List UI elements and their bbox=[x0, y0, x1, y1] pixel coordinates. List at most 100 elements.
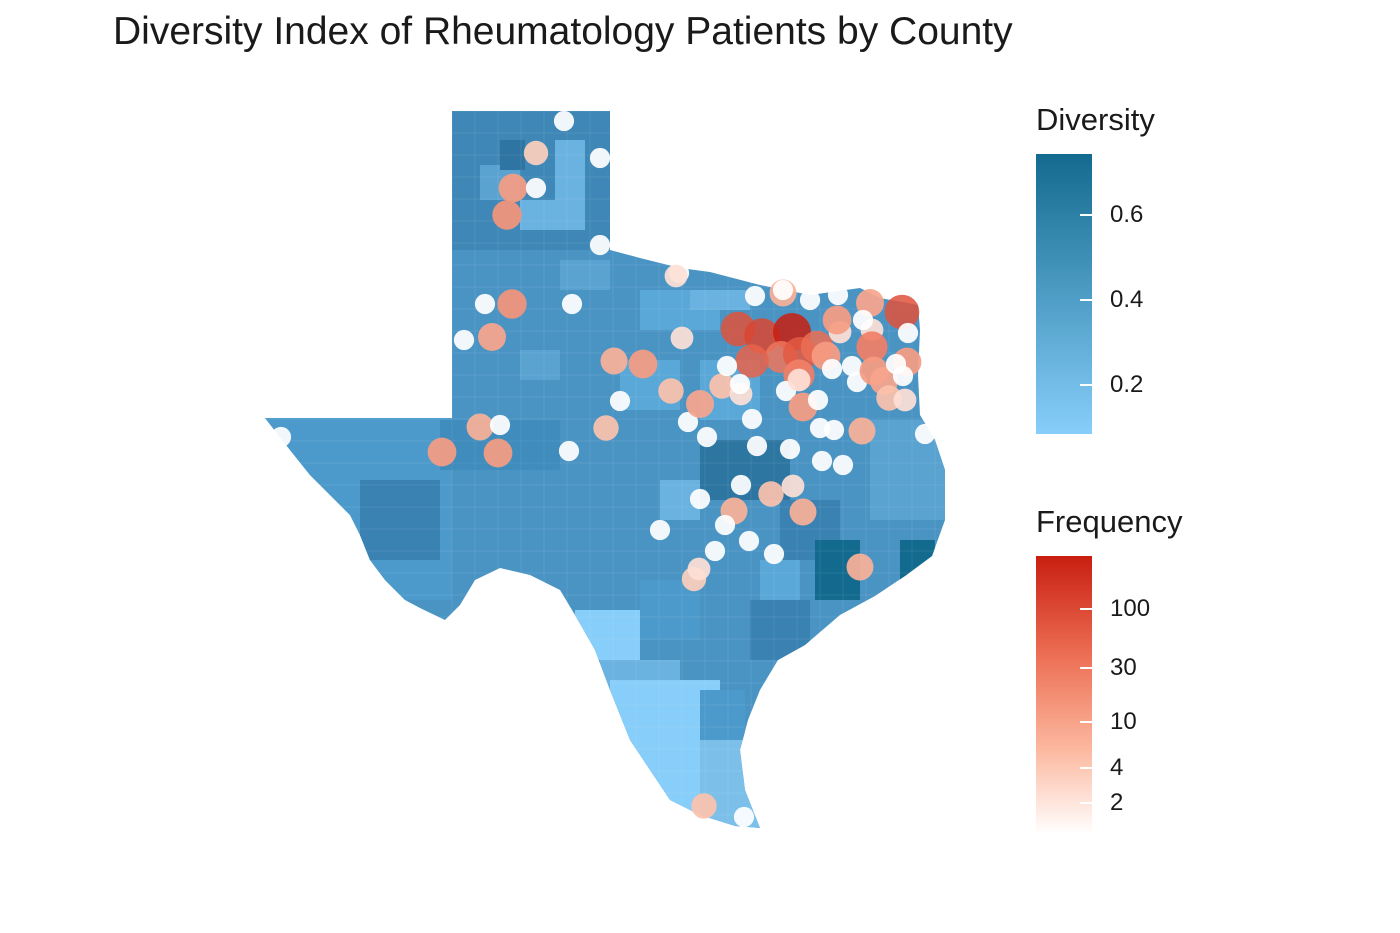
county-region bbox=[555, 140, 585, 200]
frequency-point bbox=[453, 329, 475, 351]
frequency-point bbox=[827, 284, 849, 306]
frequency-point bbox=[658, 378, 684, 404]
frequency-tick-mark bbox=[1080, 721, 1092, 723]
frequency-point bbox=[478, 323, 506, 351]
frequency-tick-label: 4 bbox=[1110, 754, 1124, 781]
frequency-tick-mark bbox=[1080, 667, 1092, 669]
frequency-point bbox=[799, 289, 821, 311]
frequency-point bbox=[709, 373, 735, 399]
frequency-point bbox=[483, 438, 513, 468]
frequency-point bbox=[832, 454, 854, 476]
frequency-point bbox=[846, 553, 874, 581]
frequency-point bbox=[609, 390, 631, 412]
county-region bbox=[700, 690, 745, 740]
frequency-point bbox=[884, 294, 920, 330]
frequency-point bbox=[914, 423, 936, 445]
frequency-point bbox=[779, 438, 801, 460]
frequency-point bbox=[600, 347, 628, 375]
county-region bbox=[560, 260, 610, 290]
frequency-tick-mark bbox=[1080, 767, 1092, 769]
frequency-point bbox=[553, 110, 575, 132]
chart-title: Diversity Index of Rheumatology Patients… bbox=[113, 10, 1013, 53]
frequency-point bbox=[823, 419, 845, 441]
frequency-point bbox=[897, 322, 919, 344]
diversity-legend-title: Diversity bbox=[1036, 102, 1155, 137]
frequency-point bbox=[704, 540, 726, 562]
frequency-point bbox=[821, 358, 843, 380]
frequency-tick-mark bbox=[1080, 608, 1092, 610]
frequency-point bbox=[696, 426, 718, 448]
frequency-point bbox=[670, 326, 694, 350]
county-region bbox=[870, 420, 945, 520]
frequency-point bbox=[733, 806, 755, 828]
frequency-point bbox=[689, 488, 711, 510]
frequency-point bbox=[741, 408, 763, 430]
frequency-point bbox=[492, 200, 522, 230]
diversity-tick-label: 0.4 bbox=[1110, 286, 1144, 313]
frequency-point bbox=[474, 293, 496, 315]
diversity-tick-label: 0.6 bbox=[1110, 201, 1144, 228]
county-region bbox=[520, 200, 585, 230]
frequency-point bbox=[787, 368, 811, 392]
frequency-point bbox=[561, 293, 583, 315]
frequency-point bbox=[664, 264, 688, 288]
frequency-point bbox=[687, 557, 711, 581]
frequency-point bbox=[772, 279, 794, 301]
frequency-colorbar bbox=[1036, 556, 1092, 834]
frequency-point bbox=[735, 344, 769, 378]
frequency-point bbox=[466, 413, 494, 441]
frequency-point bbox=[807, 389, 829, 411]
frequency-point bbox=[885, 353, 907, 375]
frequency-point bbox=[781, 474, 805, 498]
frequency-point bbox=[738, 530, 760, 552]
frequency-point bbox=[729, 373, 751, 395]
diversity-colorbar bbox=[1036, 154, 1092, 434]
county-region bbox=[640, 580, 700, 640]
frequency-tick-label: 10 bbox=[1110, 708, 1137, 735]
county-region bbox=[360, 480, 440, 560]
county-region bbox=[750, 600, 810, 660]
diversity-tick-mark bbox=[1080, 384, 1092, 386]
county-region bbox=[690, 290, 750, 310]
frequency-point bbox=[852, 309, 874, 331]
frequency-point bbox=[856, 331, 888, 363]
frequency-point bbox=[746, 435, 768, 457]
frequency-point bbox=[628, 349, 658, 379]
frequency-point bbox=[558, 440, 580, 462]
frequency-point bbox=[589, 147, 611, 169]
frequency-tick-label: 30 bbox=[1110, 654, 1137, 681]
frequency-tick-label: 100 bbox=[1110, 595, 1151, 622]
frequency-point bbox=[270, 426, 292, 448]
frequency-point bbox=[893, 388, 917, 412]
frequency-point bbox=[848, 417, 876, 445]
frequency-point bbox=[691, 793, 717, 819]
county-region bbox=[500, 140, 525, 170]
county-region bbox=[520, 350, 560, 380]
frequency-tick-mark bbox=[1080, 802, 1092, 804]
frequency-point bbox=[525, 177, 547, 199]
frequency-point bbox=[589, 234, 611, 256]
frequency-point bbox=[677, 411, 699, 433]
frequency-legend-title: Frequency bbox=[1036, 504, 1183, 539]
frequency-point bbox=[811, 450, 833, 472]
frequency-point bbox=[758, 481, 784, 507]
frequency-point bbox=[523, 140, 549, 166]
frequency-tick-label: 2 bbox=[1110, 789, 1124, 816]
county-region bbox=[900, 540, 935, 580]
frequency-point bbox=[763, 543, 785, 565]
diversity-tick-mark bbox=[1080, 214, 1092, 216]
frequency-point bbox=[789, 498, 817, 526]
frequency-point bbox=[841, 355, 863, 377]
diversity-tick-label: 0.2 bbox=[1110, 371, 1144, 398]
diversity-tick-mark bbox=[1080, 299, 1092, 301]
frequency-point bbox=[649, 519, 671, 541]
frequency-points bbox=[270, 110, 936, 828]
frequency-point bbox=[730, 474, 752, 496]
frequency-point bbox=[427, 437, 457, 467]
frequency-point bbox=[716, 355, 738, 377]
frequency-point bbox=[498, 173, 528, 203]
frequency-point bbox=[489, 414, 511, 436]
frequency-point bbox=[744, 285, 766, 307]
frequency-point bbox=[593, 415, 619, 441]
